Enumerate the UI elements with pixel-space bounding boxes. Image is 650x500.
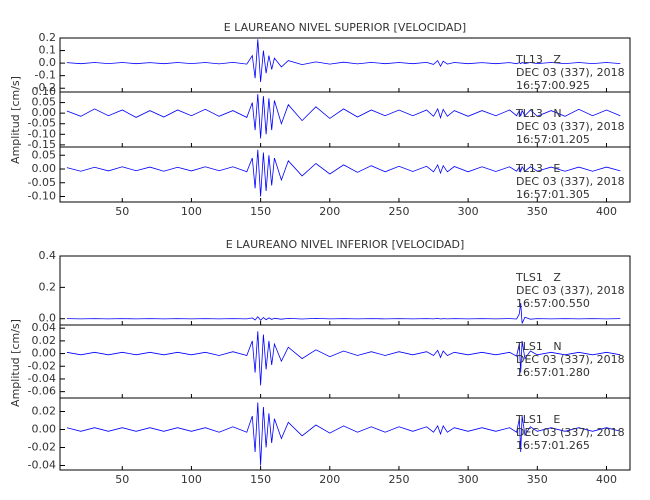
x-tick-label: 350: [527, 473, 548, 486]
x-tick-label: 400: [596, 205, 617, 218]
y-tick-label: 0.00: [32, 347, 57, 360]
y-tick-label: -0.02: [28, 441, 56, 454]
trace-label: 16:57:00.550: [516, 297, 590, 310]
y-tick-label: 0.04: [32, 321, 57, 334]
trace-label: 16:57:01.305: [516, 188, 590, 201]
y-tick-label: 0.2: [39, 31, 57, 44]
y-tick-label: 0.00: [32, 423, 57, 436]
y-tick-label: -0.05: [28, 176, 56, 189]
chart-title: E LAUREANO NIVEL SUPERIOR [VELOCIDAD]: [224, 21, 466, 34]
trace-label: TLS1 Z: [515, 271, 561, 284]
y-tick-label: -0.1: [35, 69, 56, 82]
y-tick-label: 0.10: [32, 85, 57, 98]
trace-label: 16:57:01.280: [516, 366, 590, 379]
trace-label: DEC 03 (337), 2018: [516, 175, 625, 188]
waveform: [66, 331, 621, 386]
x-tick-label: 50: [115, 473, 129, 486]
trace-label: TL13 Z: [515, 53, 561, 66]
waveform: [66, 94, 621, 139]
y-tick-label: 0.2: [39, 280, 57, 293]
waveform: [66, 39, 621, 83]
trace-label: DEC 03 (337), 2018: [516, 284, 625, 297]
y-tick-label: -0.06: [28, 385, 56, 398]
trace-label: 16:57:00.925: [516, 79, 590, 92]
trace-label: 16:57:01.205: [516, 133, 590, 146]
x-tick-label: 300: [458, 473, 479, 486]
trace-label: DEC 03 (337), 2018: [516, 120, 625, 133]
x-tick-label: 150: [250, 473, 271, 486]
y-tick-label: -0.10: [28, 127, 56, 140]
trace-label: TL13 N: [515, 107, 562, 120]
y-tick-label: -0.2: [35, 81, 56, 94]
y-tick-label: -0.04: [28, 372, 56, 385]
y-tick-label: 0.05: [32, 148, 57, 161]
trace-label: DEC 03 (337), 2018: [516, 426, 625, 439]
y-tick-label: 0.1: [39, 44, 57, 57]
x-tick-label: 250: [388, 473, 409, 486]
y-tick-label: 0.02: [32, 405, 57, 418]
x-tick-label: 200: [319, 205, 340, 218]
y-tick-label: 0.4: [39, 249, 57, 262]
x-tick-label: 300: [458, 205, 479, 218]
chart-title: E LAUREANO NIVEL INFERIOR [VELOCIDAD]: [226, 238, 465, 251]
y-tick-label: -0.05: [28, 117, 56, 130]
y-tick-label: -0.04: [28, 459, 56, 472]
x-tick-label: 250: [388, 205, 409, 218]
y-tick-label: 0.00: [32, 106, 57, 119]
y-tick-label: 0.0: [39, 312, 57, 325]
y-tick-label: -0.15: [28, 138, 56, 151]
y-tick-label: -0.10: [28, 190, 56, 203]
trace-label: TLS1 E: [515, 413, 560, 426]
trace-label: TL13 E: [515, 162, 560, 175]
x-tick-label: 50: [115, 205, 129, 218]
waveform: [66, 402, 621, 466]
x-tick-label: 200: [319, 473, 340, 486]
x-tick-label: 400: [596, 473, 617, 486]
y-axis-label: Amplitud [cm/s]: [9, 76, 22, 164]
y-tick-label: 0.0: [39, 56, 57, 69]
trace-label: 16:57:01.265: [516, 439, 590, 452]
y-tick-label: 0.02: [32, 334, 57, 347]
panel-frame: [59, 146, 631, 203]
y-tick-label: -0.02: [28, 359, 56, 372]
x-tick-label: 100: [181, 473, 202, 486]
y-axis-label: Amplitud [cm/s]: [9, 319, 22, 407]
waveform: [66, 302, 621, 324]
trace-label: DEC 03 (337), 2018: [516, 66, 625, 79]
panel-frame: [59, 397, 631, 471]
waveform: [66, 149, 621, 197]
y-tick-label: 0.05: [32, 96, 57, 109]
x-tick-label: 100: [181, 205, 202, 218]
trace-label: DEC 03 (337), 2018: [516, 353, 625, 366]
y-tick-label: 0.00: [32, 162, 57, 175]
x-tick-label: 350: [527, 205, 548, 218]
trace-label: TLS1 N: [515, 340, 562, 353]
x-tick-label: 150: [250, 205, 271, 218]
